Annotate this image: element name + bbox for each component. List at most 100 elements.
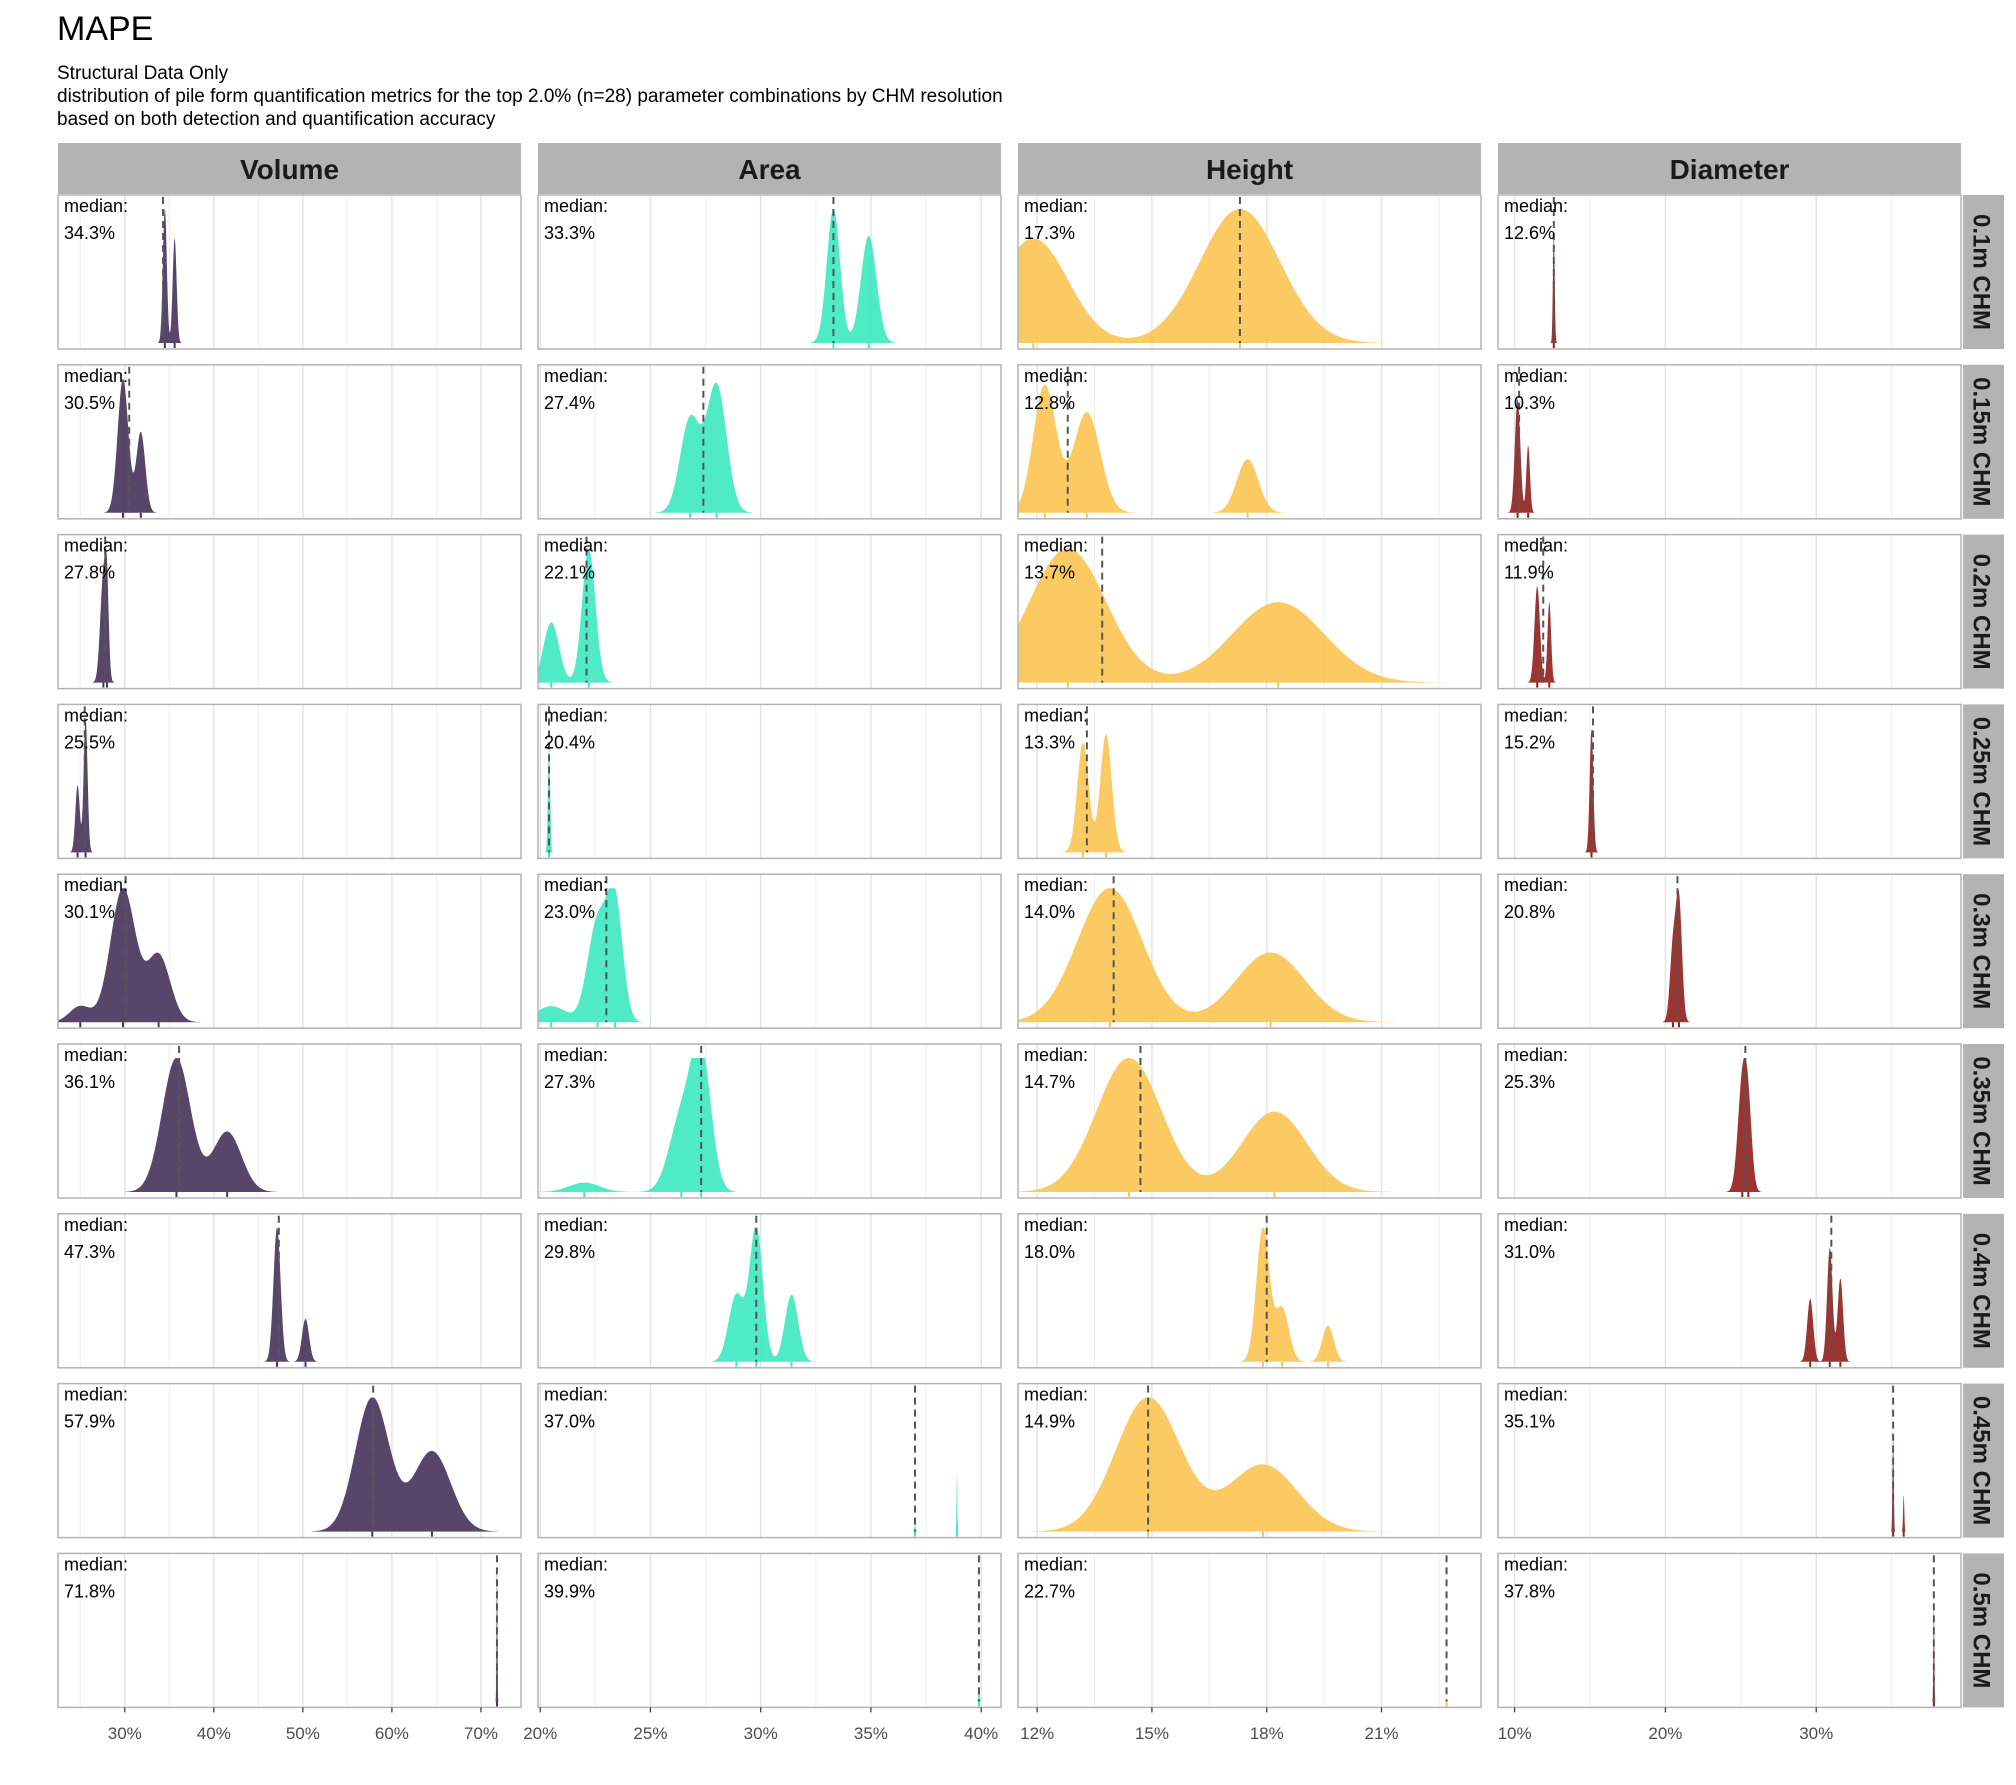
panel-border bbox=[1017, 1043, 1482, 1199]
panel-volume-0-4m-chm: median: 47.3% bbox=[57, 1213, 522, 1369]
panel-volume-0-45m-chm: median: 57.9% bbox=[57, 1382, 522, 1539]
density-area bbox=[69, 718, 93, 853]
panel-diameter-0-35m-chm: median: 25.3% bbox=[1497, 1043, 1962, 1199]
density-area bbox=[311, 1397, 500, 1532]
panel-area-0-1m-chm: median: 33.3% bbox=[537, 194, 1002, 350]
median-label-prefix: median: bbox=[64, 1385, 128, 1405]
panel-border bbox=[1017, 194, 1482, 350]
panel-diameter-0-25m-chm: median: 15.2% bbox=[1497, 703, 1962, 860]
panel-border bbox=[1497, 533, 1962, 690]
density-area bbox=[103, 378, 157, 513]
median-label-prefix: median: bbox=[64, 875, 128, 895]
density-area bbox=[58, 888, 201, 1023]
column-strip-area bbox=[538, 143, 1001, 194]
median-label-prefix: median: bbox=[1024, 1554, 1088, 1574]
median-label-value: 31.0% bbox=[1504, 1242, 1555, 1262]
panel-area-0-45m-chm: median: 37.0% bbox=[537, 1382, 1002, 1539]
facet-grid: Volume median: 34.3% median: 30.5% median: 27.… bbox=[57, 143, 2004, 1743]
panel-diameter-0-4m-chm: median: 31.0% bbox=[1497, 1213, 1962, 1369]
panel-volume-0-5m-chm: median: 71.8% bbox=[57, 1552, 522, 1709]
median-label-value: 17.3% bbox=[1024, 223, 1075, 243]
panel-height-0-2m-chm: median: 13.7% bbox=[1017, 533, 1482, 690]
panel-area-0-35m-chm: median: 27.3% bbox=[537, 1043, 1002, 1199]
panel-background bbox=[1498, 364, 1961, 519]
panel-background bbox=[58, 534, 521, 689]
density-area bbox=[1527, 586, 1556, 683]
panel-background bbox=[538, 534, 1001, 689]
x-tick-label-volume: 70% bbox=[464, 1724, 498, 1743]
row-strip-label-0-5m-chm: 0.5m CHM bbox=[1968, 1572, 1995, 1688]
panel-diameter-0-15m-chm: median: 10.3% bbox=[1497, 364, 1962, 520]
panel-background bbox=[58, 704, 521, 859]
panel-border bbox=[1017, 533, 1482, 690]
panel-border bbox=[57, 1213, 522, 1369]
panel-border bbox=[537, 1043, 1002, 1199]
panel-height-0-45m-chm: median: 14.9% bbox=[1017, 1382, 1482, 1539]
median-label-value: 30.1% bbox=[64, 902, 115, 922]
row-strip-0-1m-chm bbox=[1963, 195, 2004, 349]
x-tick-label-height: 12% bbox=[1020, 1724, 1054, 1743]
x-tick-label-area: 40% bbox=[964, 1724, 998, 1743]
density-area bbox=[654, 382, 753, 513]
median-label-prefix: median: bbox=[1024, 705, 1088, 725]
median-label-prefix: median: bbox=[1504, 1215, 1568, 1235]
median-label-value: 71.8% bbox=[64, 1581, 115, 1601]
x-tick-label-volume: 50% bbox=[286, 1724, 320, 1743]
panel-height-0-25m-chm: median: 13.3% bbox=[1017, 703, 1482, 860]
column-strip-height bbox=[1018, 143, 1481, 194]
median-label-value: 11.9% bbox=[1504, 563, 1554, 583]
density-area bbox=[545, 745, 553, 853]
median-label-prefix: median: bbox=[544, 196, 608, 216]
x-tick-label-height: 15% bbox=[1135, 1724, 1169, 1743]
panel-border bbox=[537, 703, 1002, 860]
panel-height-0-5m-chm: median: 22.7% bbox=[1017, 1552, 1482, 1709]
median-label-prefix: median: bbox=[544, 875, 608, 895]
median-label-prefix: median: bbox=[544, 366, 608, 386]
row-strip-0-45m-chm bbox=[1963, 1383, 2004, 1538]
column-strip-label-area: Area bbox=[738, 154, 801, 185]
panel-volume-0-1m-chm: median: 34.3% bbox=[57, 194, 522, 350]
x-tick-label-volume: 30% bbox=[108, 1724, 142, 1743]
median-label-prefix: median: bbox=[1024, 1045, 1088, 1065]
x-tick-label-diameter: 20% bbox=[1648, 1724, 1682, 1743]
panel-background bbox=[58, 1553, 521, 1708]
panel-border bbox=[537, 1382, 1002, 1539]
panel-background bbox=[58, 1044, 521, 1198]
panel-volume-0-25m-chm: median: 25.5% bbox=[57, 703, 522, 860]
panel-diameter-0-2m-chm: median: 11.9% bbox=[1497, 533, 1962, 690]
x-tick-label-area: 35% bbox=[854, 1724, 888, 1743]
median-label-value: 20.8% bbox=[1504, 902, 1555, 922]
median-label-value: 57.9% bbox=[64, 1412, 115, 1432]
median-label-prefix: median: bbox=[1504, 366, 1568, 386]
median-label-prefix: median: bbox=[64, 1215, 128, 1235]
median-label-value: 27.4% bbox=[544, 393, 595, 413]
panel-area-0-5m-chm: median: 39.9% bbox=[537, 1552, 1002, 1709]
panel-background bbox=[1498, 1044, 1961, 1198]
panel-background bbox=[58, 1213, 521, 1368]
median-label-prefix: median: bbox=[544, 1554, 608, 1574]
median-label-prefix: median: bbox=[1024, 1215, 1088, 1235]
median-label-prefix: median: bbox=[64, 536, 128, 556]
row-strip-0-25m-chm bbox=[1963, 704, 2004, 859]
panel-height-0-4m-chm: median: 18.0% bbox=[1017, 1213, 1482, 1369]
panel-border bbox=[537, 364, 1002, 520]
median-label-value: 23.0% bbox=[544, 902, 595, 922]
chart-subtitle-line-1: Structural Data Only bbox=[57, 63, 229, 84]
column-strip-label-volume: Volume bbox=[240, 154, 339, 185]
median-label-value: 22.7% bbox=[1024, 1581, 1075, 1601]
panel-border bbox=[1017, 873, 1482, 1029]
panel-border bbox=[537, 533, 1002, 690]
panel-diameter-0-45m-chm: median: 35.1% bbox=[1497, 1382, 1962, 1539]
median-label-value: 10.3% bbox=[1504, 393, 1555, 413]
panel-border bbox=[537, 194, 1002, 350]
median-label-value: 29.8% bbox=[544, 1242, 595, 1262]
panel-border bbox=[57, 1043, 522, 1199]
panel-background bbox=[538, 364, 1001, 519]
x-tick-label-area: 25% bbox=[633, 1724, 667, 1743]
median-label-prefix: median: bbox=[544, 1045, 608, 1065]
median-label-prefix: median: bbox=[1504, 1385, 1568, 1405]
density-area bbox=[538, 888, 643, 1023]
panel-background bbox=[538, 1383, 1001, 1538]
panel-volume-0-2m-chm: median: 27.8% bbox=[57, 533, 522, 690]
